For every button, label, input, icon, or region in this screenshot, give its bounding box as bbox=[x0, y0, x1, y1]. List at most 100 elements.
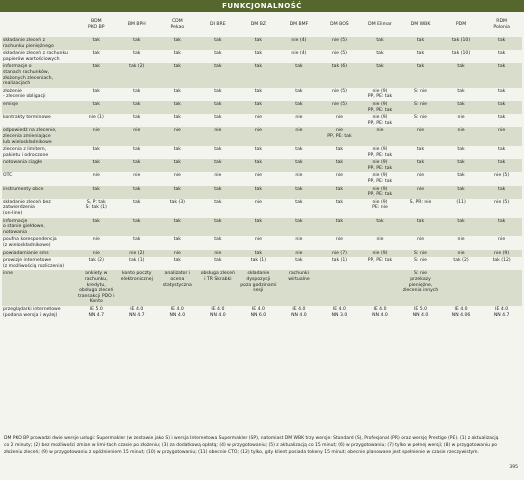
table-cell: tak bbox=[238, 63, 279, 88]
table-cell: IE 4.0 NN 4.0 bbox=[157, 305, 198, 320]
table-cell: tak bbox=[157, 37, 198, 51]
table-cell: tak bbox=[238, 217, 279, 237]
table-cell: tak bbox=[197, 236, 239, 250]
table-cell: tak bbox=[76, 146, 117, 160]
table-cell: IE 4.0 NN 4.06 bbox=[440, 305, 482, 320]
table-cell: nie bbox=[400, 127, 441, 147]
table-cell: PP, PE: tak bbox=[359, 257, 401, 271]
table-cell: tak bbox=[197, 63, 239, 88]
table-cell: tak (3) bbox=[157, 198, 198, 218]
row-label: zlecenia z limitem, pakietu i odroczone bbox=[2, 146, 76, 160]
table-cell: tak (10) bbox=[440, 37, 482, 51]
row-label: informacje o stanach rachunków, złożonyc… bbox=[2, 63, 76, 88]
table-cell: tak (10) bbox=[440, 50, 482, 64]
table-cell: IE 4.0 NN 4.0 bbox=[278, 305, 320, 320]
page-title: FUNKCJONALNOŚĆ bbox=[0, 0, 524, 12]
table-cell: tak (2) bbox=[116, 63, 158, 88]
table-cell: nie bbox=[197, 172, 239, 186]
table-cell bbox=[440, 270, 482, 306]
column-header: BM BPH bbox=[116, 13, 158, 37]
table-cell: tak bbox=[440, 185, 482, 199]
table-cell: nie (2) bbox=[116, 249, 158, 258]
table-cell: tak bbox=[76, 159, 117, 173]
table-cell: tak bbox=[76, 100, 117, 115]
row-label: poufna korespondencja (z wieloskładnikow… bbox=[2, 236, 76, 250]
table-cell: nie bbox=[400, 236, 441, 250]
table-cell: tak bbox=[359, 217, 401, 237]
table-cell: tak bbox=[157, 114, 198, 128]
table-cell: tak bbox=[197, 114, 239, 128]
table-cell: tak bbox=[116, 114, 158, 128]
table-cell: nie bbox=[440, 236, 482, 250]
table-cell: tak bbox=[319, 146, 360, 160]
row-label: składanie zleceń z rachunku papierów war… bbox=[2, 50, 76, 64]
table-cell: tak bbox=[197, 257, 239, 271]
table-cell: tak bbox=[197, 198, 239, 218]
table-cell: tak bbox=[400, 50, 441, 64]
table-cell: tak bbox=[157, 185, 198, 199]
table-row: informacje o stanie giełdowe, notowania t… bbox=[2, 217, 522, 237]
table-cell: tak bbox=[197, 159, 239, 173]
row-label: instrumenty obce bbox=[2, 185, 76, 199]
table-cell: nie bbox=[238, 198, 279, 218]
table-cell: tak bbox=[116, 198, 158, 218]
table-cell: nie (9) PP, PE: tak bbox=[359, 159, 401, 173]
table-cell: IE 5.0 NN 4.7 bbox=[76, 305, 117, 320]
table-cell bbox=[319, 270, 360, 306]
table-row: informacje o stanach rachunków, złożonyc… bbox=[2, 63, 522, 88]
column-header bbox=[2, 13, 76, 37]
table-cell: IE 4.0 NN 4.0 bbox=[359, 305, 401, 320]
table-cell: tak bbox=[359, 37, 401, 51]
table-cell: tak bbox=[116, 50, 158, 64]
table-cell: tak bbox=[238, 37, 279, 51]
table-cell: nie bbox=[76, 127, 117, 147]
table-cell: tak bbox=[197, 146, 239, 160]
table-cell: tak bbox=[481, 50, 522, 64]
table-cell: tak bbox=[359, 63, 401, 88]
table-cell: nie bbox=[157, 127, 198, 147]
table-cell: tak bbox=[440, 146, 482, 160]
table-cell: nie bbox=[400, 172, 441, 186]
table-cell: tak bbox=[481, 159, 522, 173]
table-cell: tak bbox=[400, 63, 441, 88]
table-row: powiadamianie sms nie nie (2) nie nie tak nie n… bbox=[2, 249, 522, 258]
table-row: OTC nie nie nie nie nie nie nie nie (9) PP, PE: … bbox=[2, 172, 522, 186]
table-cell: tak bbox=[400, 37, 441, 51]
table-cell: nie (9) PP, PE: tak bbox=[359, 172, 401, 186]
table-cell: tak bbox=[400, 217, 441, 237]
table-cell: IE 4.0 NN 4.7 bbox=[116, 305, 158, 320]
table-cell: tak bbox=[238, 159, 279, 173]
table-cell: tak bbox=[481, 37, 522, 51]
table-cell: tak bbox=[76, 63, 117, 88]
table-row: składanie zleceń bez zatwierdzenia (on-l… bbox=[2, 198, 522, 218]
table-cell: nie bbox=[157, 172, 198, 186]
table-cell: nie (5) bbox=[481, 172, 522, 186]
table-cell: nie bbox=[157, 249, 198, 258]
table-cell: nie (9) PP, PE: tak bbox=[359, 87, 401, 101]
table-cell: nie bbox=[278, 172, 320, 186]
table-cell: S: nie bbox=[400, 257, 441, 271]
table-cell: nie bbox=[116, 172, 158, 186]
table-cell: nie (5) bbox=[319, 87, 360, 101]
table-cell: tak bbox=[157, 63, 198, 88]
table-cell: nie (9) PE: nie bbox=[359, 198, 401, 218]
row-label: emisje bbox=[2, 100, 76, 115]
table-cell: tak bbox=[157, 87, 198, 101]
table-cell: nie (9) bbox=[481, 249, 522, 258]
column-header: PDM bbox=[440, 13, 482, 37]
table-cell: tak bbox=[197, 100, 239, 115]
table-cell: tak bbox=[157, 50, 198, 64]
table-cell: nie bbox=[278, 236, 320, 250]
table-cell: nie bbox=[440, 127, 482, 147]
table-cell: tak bbox=[116, 146, 158, 160]
table-cell: nie (5) bbox=[319, 50, 360, 64]
row-label: kontrakty terminowe bbox=[2, 114, 76, 128]
table-cell: nie bbox=[319, 172, 360, 186]
row-label: składanie zleceń z rachunku pieniężnego bbox=[2, 37, 76, 51]
table-cell: tak bbox=[278, 185, 320, 199]
table-cell: nie bbox=[400, 185, 441, 199]
table-cell: nie (7) bbox=[319, 249, 360, 258]
table-cell: tak bbox=[238, 100, 279, 115]
row-label: odpowiedź na zlecenie, zlecenia zmieniaj… bbox=[2, 127, 76, 147]
table-cell: tak bbox=[197, 185, 239, 199]
